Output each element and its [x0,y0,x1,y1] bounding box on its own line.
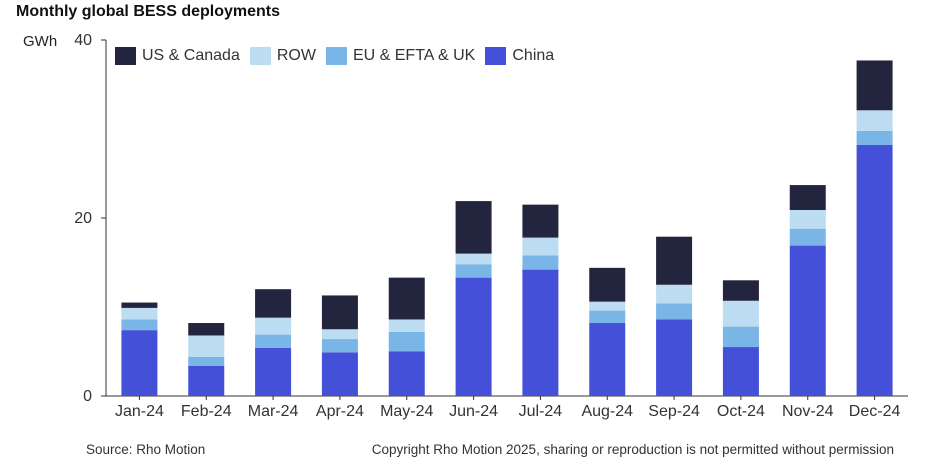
source-note: Source: Rho Motion [86,442,206,457]
bar-segment-eu-efta-uk [589,310,626,324]
bar-segment-row [856,110,893,131]
x-tick-label: Sep-24 [648,403,700,420]
bar-segment-row [789,209,826,229]
bar-segment-us-canada [789,185,826,210]
bar-segment-china [188,365,225,396]
bar-segment-eu-efta-uk [856,130,893,146]
y-tick-label: 40 [74,32,92,49]
bar-segment-china [121,330,158,396]
y-axis-unit-label: GWh [23,33,58,50]
bar-segment-row [656,284,693,304]
x-tick-label: Oct-24 [717,403,765,420]
bar-segment-us-canada [522,204,559,238]
bar-segment-eu-efta-uk [121,319,158,331]
bar-segment-us-canada [188,323,225,336]
legend-label-us-canada: US & Canada [142,47,240,64]
bar-segment-eu-efta-uk [388,331,425,352]
bar-segment-us-canada [121,302,158,308]
bar-segment-china [455,277,492,396]
bar-segment-eu-efta-uk [522,255,559,270]
bar-segment-us-canada [656,236,693,285]
bar-segment-row [522,237,559,256]
bar-segment-eu-efta-uk [188,356,225,366]
x-tick-label: Jul-24 [519,403,563,420]
bar-segment-eu-efta-uk [321,339,358,353]
bar-segment-china [789,245,826,396]
bar-segment-china [589,323,626,396]
bar-segment-china [856,145,893,396]
x-tick-label: Dec-24 [849,403,901,420]
bar-segment-us-canada [455,201,492,254]
legend-item-us-canada: US & Canada [115,47,240,65]
bar-segment-us-canada [388,277,425,320]
bar-segment-eu-efta-uk [455,264,492,278]
bar-segment-china [388,351,425,396]
bar-segment-us-canada [856,60,893,111]
x-tick-label: Jan-24 [115,403,164,420]
bar-segment-row [388,319,425,332]
x-tick-label: Aug-24 [581,403,633,420]
bar-segment-china [255,347,292,396]
copyright-note: Copyright Rho Motion 2025, sharing or re… [371,442,894,457]
bar-segment-row [722,300,759,327]
legend-label-row: ROW [276,47,316,64]
bar-segment-row [455,253,492,265]
legend-swatch-china [485,47,507,65]
bar-segment-row [188,335,225,357]
bar-segment-eu-efta-uk [656,303,693,320]
bar-segment-eu-efta-uk [255,334,292,348]
legend-item-china: China [485,47,554,65]
bar-segment-us-canada [255,289,292,318]
bar-segment-china [722,347,759,396]
chart-legend: US & Canada ROW EU & EFTA & UK China [115,47,564,65]
bar-segment-eu-efta-uk [789,228,826,246]
bar-segment-us-canada [321,295,358,330]
x-tick-label: Jun-24 [449,403,498,420]
bar-segment-row [255,317,292,335]
bar-segment-china [522,269,559,396]
bar-segment-row [321,329,358,340]
legend-item-eu-efta-uk: EU & EFTA & UK [325,47,476,65]
legend-label-china: China [512,47,555,64]
bar-segment-us-canada [722,280,759,301]
bar-segment-china [321,352,358,396]
y-tick-label: 0 [83,388,92,405]
legend-label-eu-efta-uk: EU & EFTA & UK [352,47,476,64]
x-tick-label: May-24 [380,403,433,420]
legend-swatch-eu-efta-uk [325,47,347,65]
x-tick-label: Mar-24 [248,403,299,420]
legend-item-row: ROW [249,47,316,65]
bar-segment-row [589,301,626,311]
x-tick-label: Nov-24 [782,403,834,420]
x-tick-label: Feb-24 [181,403,232,420]
bar-segment-us-canada [589,267,626,302]
legend-swatch-row [249,47,271,65]
bar-segment-row [121,307,158,320]
y-tick-label: 20 [74,210,92,227]
bar-segment-china [656,319,693,396]
bar-segment-eu-efta-uk [722,326,759,348]
legend-swatch-us-canada [115,47,136,65]
x-tick-label: Apr-24 [316,403,364,420]
chart-title: Monthly global BESS deployments [16,3,281,20]
